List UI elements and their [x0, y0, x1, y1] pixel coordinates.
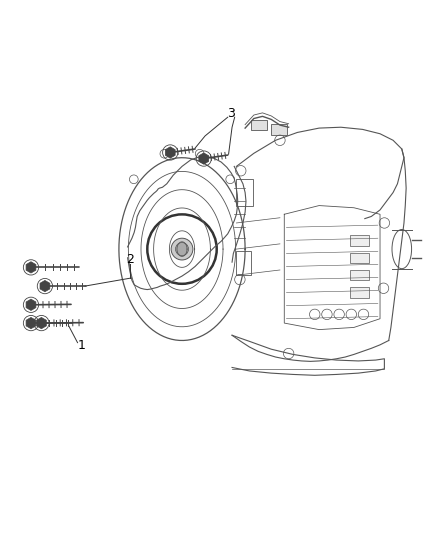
Text: 1: 1	[78, 339, 86, 352]
Polygon shape	[26, 318, 36, 329]
Text: 2: 2	[126, 253, 134, 266]
Polygon shape	[36, 318, 46, 329]
Text: 3: 3	[227, 107, 235, 120]
Polygon shape	[40, 280, 50, 292]
Bar	[236, 180, 253, 206]
Circle shape	[176, 243, 188, 256]
Polygon shape	[26, 262, 36, 273]
Polygon shape	[199, 153, 208, 164]
Bar	[350, 235, 369, 246]
Bar	[350, 253, 369, 263]
Bar	[251, 120, 267, 130]
Bar	[236, 251, 251, 275]
Polygon shape	[166, 147, 175, 158]
Polygon shape	[26, 299, 36, 310]
Bar	[350, 270, 369, 280]
Bar	[271, 124, 287, 135]
Circle shape	[171, 238, 193, 260]
Bar	[350, 287, 369, 298]
